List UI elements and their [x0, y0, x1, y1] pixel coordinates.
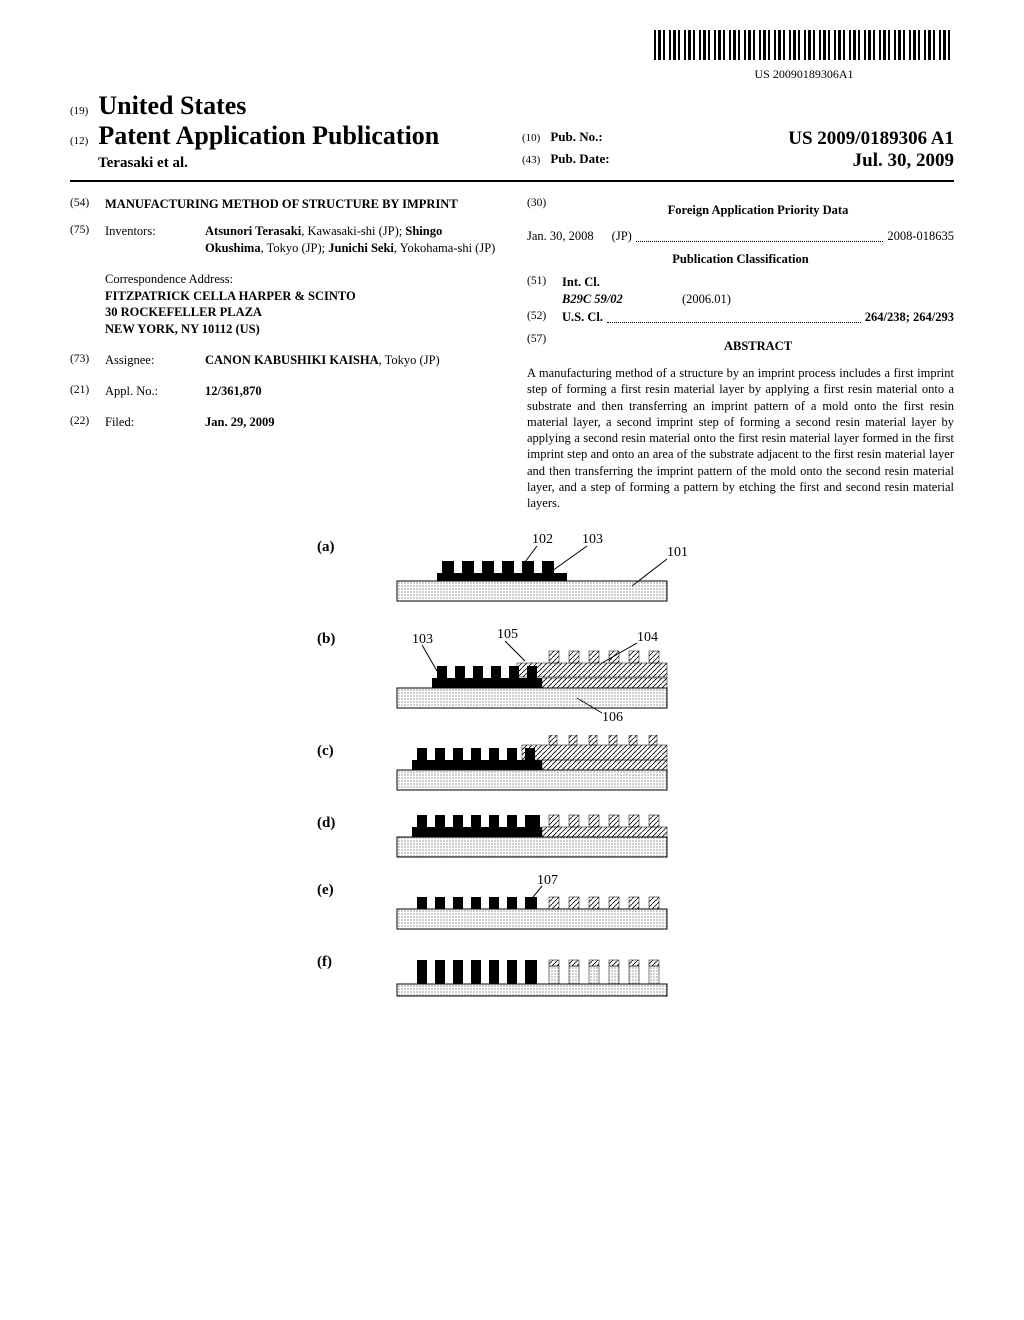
country-code: (19) [70, 105, 88, 117]
assignee-name: CANON KABUSHIKI KAISHA [205, 353, 379, 367]
ref-106: 106 [602, 710, 623, 723]
barcode-text: US 20090189306A1 [654, 67, 954, 82]
figure-d [377, 807, 707, 862]
fig-label-e: (e) [317, 882, 367, 899]
foreign-heading: Foreign Application Priority Data [562, 202, 954, 219]
foreign-date: Jan. 30, 2008 [527, 228, 594, 245]
dotted-fill-2 [607, 309, 861, 323]
pub-type: Patent Application Publication [98, 121, 439, 150]
abstract-text: A manufacturing method of a structure by… [527, 365, 954, 511]
filed-date: Jan. 29, 2009 [205, 414, 497, 431]
class-heading: Publication Classification [527, 251, 954, 268]
foreign-no: 2008-018635 [887, 228, 954, 245]
country: United States [98, 91, 246, 120]
fig-label-b: (b) [317, 631, 367, 648]
uscl-label: U.S. Cl. [562, 309, 603, 326]
assignee-code: (73) [70, 352, 105, 369]
inventors-value: Atsunori Terasaki, Kawasaki-shi (JP); Sh… [205, 223, 497, 257]
filed-code: (22) [70, 414, 105, 431]
fig-label-f: (f) [317, 954, 367, 971]
right-column: (30) Foreign Application Priority Data J… [527, 196, 954, 511]
ref-102: 102 [532, 532, 553, 547]
header: (19) United States (12) Patent Applicati… [70, 91, 954, 172]
foreign-code: (30) [527, 196, 562, 225]
inventor-3: Junichi Seki, Yokohama-shi (JP) [328, 241, 495, 255]
dotted-fill [636, 228, 884, 242]
pub-no-label: Pub. No.: [550, 129, 602, 144]
intcl-code: (51) [527, 274, 562, 308]
pub-date-label: Pub. Date: [550, 151, 609, 166]
pub-type-code: (12) [70, 135, 88, 147]
fig-label-d: (d) [317, 815, 367, 832]
appl-label: Appl. No.: [105, 383, 205, 400]
appl-no: 12/361,870 [205, 383, 497, 400]
figure-f [377, 946, 707, 1001]
appl-code: (21) [70, 383, 105, 400]
title-code: (54) [70, 196, 105, 213]
barcode [654, 30, 954, 60]
authors: Terasaki et al. [70, 155, 502, 172]
biblio-columns: (54) MANUFACTURING METHOD OF STRUCTURE B… [70, 196, 954, 511]
pub-date-code: (43) [522, 154, 540, 166]
ref-103: 103 [582, 532, 603, 547]
corr-line3: NEW YORK, NY 10112 (US) [105, 321, 497, 338]
filed-label: Filed: [105, 414, 205, 431]
foreign-priority-row: Jan. 30, 2008 (JP) 2008-018635 [527, 228, 954, 245]
ref-103b: 103 [412, 632, 433, 647]
figures: (a) 102 103 101 [70, 531, 954, 1001]
invention-title: MANUFACTURING METHOD OF STRUCTURE BY IMP… [105, 196, 497, 213]
ref-105: 105 [497, 627, 518, 642]
assignee-label: Assignee: [105, 352, 205, 369]
fig-label-c: (c) [317, 743, 367, 760]
figure-a: 102 103 101 [377, 531, 707, 611]
abstract-heading: ABSTRACT [562, 338, 954, 355]
corr-label: Correspondence Address: [105, 271, 497, 288]
figure-b: 103 105 104 106 [377, 623, 707, 723]
intcl-value: B29C 59/02 [562, 291, 682, 308]
patent-page: US 20090189306A1 (19) United States (12)… [0, 0, 1024, 1033]
inventors-code: (75) [70, 223, 105, 257]
corr-line1: FITZPATRICK CELLA HARPER & SCINTO [105, 288, 497, 305]
ref-104: 104 [637, 630, 658, 645]
uscl-value: 264/238; 264/293 [865, 309, 954, 326]
figure-e: 107 [377, 874, 707, 934]
inventors-label: Inventors: [105, 223, 205, 257]
inventor-1: Atsunori Terasaki, Kawasaki-shi (JP); [205, 224, 405, 238]
ref-107: 107 [537, 874, 558, 888]
divider [70, 180, 954, 182]
abstract-code: (57) [527, 332, 562, 361]
barcode-region: US 20090189306A1 [70, 30, 954, 83]
pub-date: Jul. 30, 2009 [853, 150, 954, 172]
foreign-country: (JP) [612, 228, 632, 245]
left-column: (54) MANUFACTURING METHOD OF STRUCTURE B… [70, 196, 497, 511]
intcl-label: Int. Cl. [562, 274, 954, 291]
assignee-loc: Tokyo (JP) [385, 353, 440, 367]
pub-no-code: (10) [522, 132, 540, 144]
correspondence: Correspondence Address: FITZPATRICK CELL… [105, 271, 497, 339]
intcl-year: (2006.01) [682, 291, 731, 308]
uscl-code: (52) [527, 309, 562, 326]
fig-label-a: (a) [317, 539, 367, 556]
corr-line2: 30 ROCKEFELLER PLAZA [105, 304, 497, 321]
pub-no: US 2009/0189306 A1 [788, 128, 954, 150]
ref-101: 101 [667, 545, 688, 560]
figure-c [377, 735, 707, 795]
assignee-value: CANON KABUSHIKI KAISHA, Tokyo (JP) [205, 352, 497, 369]
